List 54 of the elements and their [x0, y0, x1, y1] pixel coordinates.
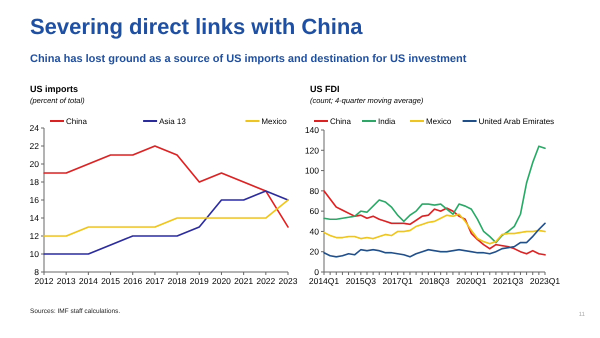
y-tick-label: 80 — [310, 186, 320, 196]
x-tick-label: 2020Q1 — [456, 276, 487, 286]
x-tick-label: 2019 — [190, 276, 209, 286]
text: Severing direct links with China — [30, 14, 364, 39]
x-tick-label: 2018 — [168, 276, 187, 286]
legend-label: Asia 13 — [159, 117, 186, 126]
x-tick-label: 2021Q3 — [493, 276, 524, 286]
y-tick-label: 22 — [30, 141, 40, 151]
line-series — [323, 213, 546, 244]
x-tick-label: 2015 — [101, 276, 120, 286]
x-tick-label: 2015Q3 — [346, 276, 376, 286]
y-tick-label: 24 — [30, 123, 40, 133]
x-tick-label: 2016 — [123, 276, 142, 286]
y-tick-label: 0 — [314, 267, 320, 277]
x-tick-label: 2017Q1 — [382, 276, 414, 286]
y-tick-label: 18 — [30, 177, 40, 187]
line-series — [323, 222, 546, 258]
y-tick-label: 14 — [30, 213, 40, 223]
legend-label: China — [66, 117, 88, 126]
line-series — [323, 145, 546, 244]
x-tick-label: 2023Q1 — [530, 276, 560, 286]
x-tick-label: 2017 — [145, 276, 165, 286]
x-tick-label: 2012 — [34, 276, 54, 286]
y-tick-label: 20 — [310, 246, 320, 257]
legend-label: Mexico — [426, 117, 452, 126]
y-tick-label: 8 — [34, 267, 40, 277]
y-tick-label: 16 — [30, 195, 40, 205]
y-tick-label: 60 — [310, 206, 320, 216]
x-tick-label: 2013 — [56, 276, 76, 286]
x-tick-label: 2021 — [234, 276, 254, 286]
x-tick-label: 2014 — [78, 276, 98, 286]
y-tick-label: 20 — [30, 159, 40, 169]
line-series — [43, 190, 289, 255]
legend-label: United Arab Emirates — [478, 117, 554, 126]
y-tick-label: 12 — [30, 231, 40, 241]
x-tick-label: 2023 — [278, 276, 298, 286]
x-tick-label: 2020 — [212, 276, 232, 286]
chart-title: US imports — [30, 84, 78, 94]
legend-label: India — [378, 117, 396, 126]
x-tick-label: 2014Q1 — [308, 276, 340, 286]
x-tick-label: 2022 — [256, 276, 276, 286]
legend-label: Mexico — [261, 117, 288, 126]
x-tick-label: 2018Q3 — [419, 276, 450, 286]
line-series — [323, 190, 546, 256]
chart-title: US FDI — [310, 84, 340, 94]
line-series — [43, 145, 289, 228]
y-tick-label: 140 — [304, 125, 320, 135]
line-series — [43, 199, 289, 237]
text: China has lost ground as a source of US imports and destination for US investment — [30, 53, 467, 65]
legend-label: China — [330, 117, 352, 126]
y-tick-label: 120 — [304, 145, 320, 156]
y-tick-label: 40 — [310, 226, 320, 236]
y-tick-label: 10 — [30, 249, 40, 259]
y-tick-label: 100 — [304, 166, 320, 176]
